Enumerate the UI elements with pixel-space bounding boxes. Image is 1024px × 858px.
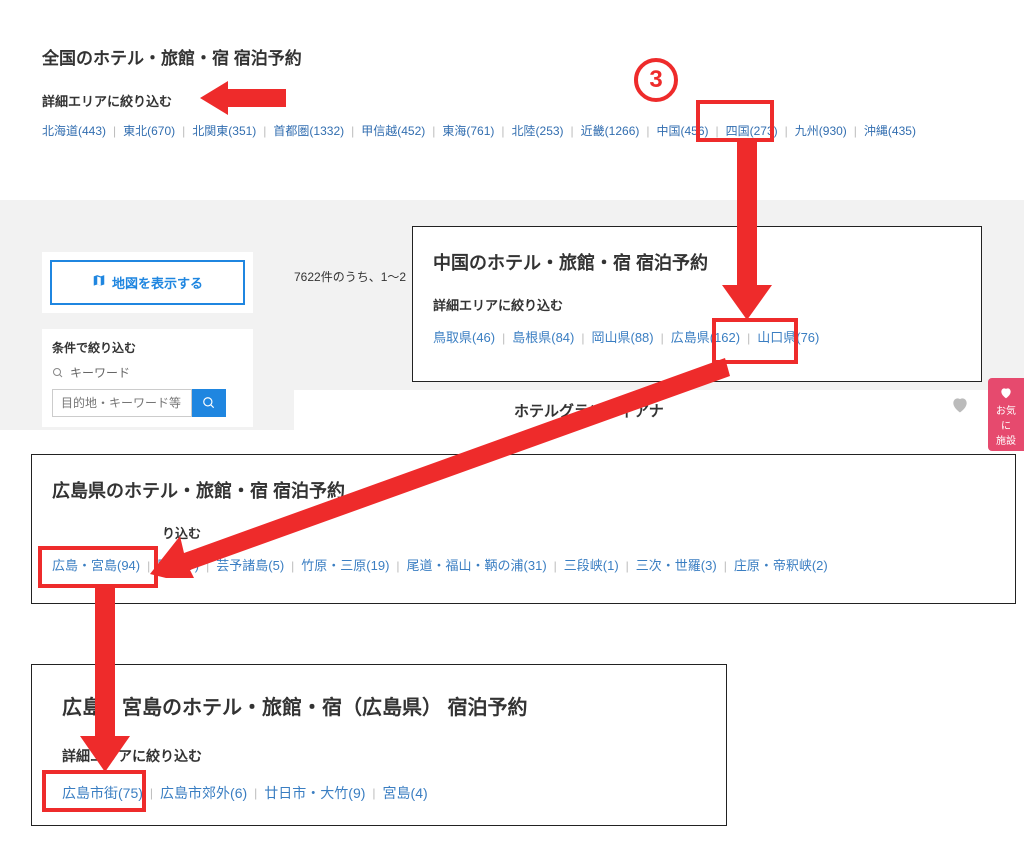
search-icon — [202, 396, 216, 410]
separator: | — [571, 120, 574, 143]
region-link[interactable]: 三次・世羅(3) — [636, 554, 717, 579]
hotel-name: ホテルグランヴィアナ — [514, 403, 664, 420]
favorite-tab-line1: お気に — [992, 402, 1020, 432]
chugoku-subtitle: 詳細エリアに絞り込む — [433, 295, 961, 314]
annotation-step-number: 3 — [649, 66, 662, 94]
separator: | — [502, 327, 505, 350]
hiroshima-link-row: 広島・宮島(94)|田島(7)|芸予諸島(5)|竹原・三原(19)|尾道・福山・… — [52, 554, 995, 579]
chugoku-link-row: 鳥取県(46)|島根県(84)|岡山県(88)|広島県(162)|山口県(76) — [433, 326, 961, 351]
separator: | — [263, 120, 266, 143]
region-link[interactable]: 東海(761) — [442, 120, 494, 143]
separator: | — [396, 555, 399, 578]
hiroshima-panel: 広島県のホテル・旅館・宿 宿泊予約 り込む 広島・宮島(94)|田島(7)|芸予… — [31, 454, 1016, 604]
separator: | — [372, 782, 375, 805]
region-link[interactable]: 芸予諸島(5) — [216, 554, 284, 579]
map-icon — [92, 274, 106, 291]
miyajima-link-row: 広島市街(75)|広島市郊外(6)|廿日市・大竹(9)|宮島(4) — [62, 780, 696, 807]
region-link[interactable]: 島根県(84) — [512, 326, 574, 351]
region-link[interactable]: 九州(930) — [795, 120, 847, 143]
separator: | — [661, 327, 664, 350]
separator: | — [113, 120, 116, 143]
region-link[interactable]: 宮島(4) — [383, 780, 428, 807]
filter-card: 条件で絞り込む キーワード — [42, 329, 253, 427]
miyajima-title: 広島・宮島のホテル・旅館・宿（広島県） 宿泊予約 — [62, 691, 696, 720]
results-count: 7622件のうち、1～2 — [294, 270, 406, 284]
chugoku-title: 中国のホテル・旅館・宿 宿泊予約 — [433, 249, 961, 275]
chugoku-panel: 中国のホテル・旅館・宿 宿泊予約 詳細エリアに絞り込む 鳥取県(46) | 島根県(… — [412, 226, 982, 382]
separator: | — [626, 555, 629, 578]
show-map-label: 地図を表示する — [112, 273, 203, 292]
region-link[interactable]: 庄原・帝釈峡(2) — [734, 554, 828, 579]
region-link[interactable]: 近畿(1266) — [581, 120, 640, 143]
heart-icon — [950, 395, 970, 415]
region-link[interactable]: 尾道・福山・鞆の浦(31) — [407, 554, 547, 579]
region-link[interactable]: 北陸(253) — [512, 120, 564, 143]
keyword-label: キーワード — [70, 364, 130, 381]
region-link[interactable]: 北関東(351) — [192, 120, 256, 143]
results-header: 7622件のうち、1～2 — [294, 268, 406, 286]
keyword-input-row — [52, 389, 243, 417]
separator: | — [150, 782, 153, 805]
hiroshima-subtitle-partial: り込む — [52, 523, 995, 542]
separator: | — [182, 120, 185, 143]
separator: | — [206, 555, 209, 578]
region-link[interactable]: 三段峡(1) — [564, 554, 619, 579]
region-link[interactable]: 北海道(443) — [42, 120, 106, 143]
region-link[interactable]: 甲信越(452) — [361, 120, 425, 143]
favorite-heart-button[interactable] — [950, 395, 970, 415]
region-link[interactable]: 広島市郊外(6) — [160, 780, 247, 807]
map-button-card: 地図を表示する — [42, 252, 253, 313]
hotel-card[interactable]: ホテルグランヴィアナ — [294, 390, 1014, 430]
annotation-highlight-hiroshima-miyajima — [38, 546, 158, 588]
hiroshima-title: 広島県のホテル・旅館・宿 宿泊予約 — [52, 477, 995, 503]
region-link[interactable]: 鳥取県(46) — [433, 326, 495, 351]
region-link[interactable]: 廿日市・大竹(9) — [264, 780, 365, 807]
national-region-section: 全国のホテル・旅館・宿 宿泊予約 詳細エリアに絞り込む 北海道(443) | 東北(… — [42, 44, 1002, 143]
region-link[interactable]: 竹原・三原(19) — [301, 554, 389, 579]
favorite-tab-line2: 施設 — [992, 432, 1020, 447]
region-link-row: 北海道(443) | 東北(670) | 北関東(351) | 首都圏(1332) | 甲信越(… — [42, 120, 982, 143]
annotation-step-circle: 3 — [634, 58, 678, 102]
keyword-row: キーワード — [52, 364, 243, 381]
region-link[interactable]: 東北(670) — [123, 120, 175, 143]
filter-subtitle: 詳細エリアに絞り込む — [42, 91, 1002, 110]
separator: | — [785, 120, 788, 143]
separator: | — [854, 120, 857, 143]
region-link[interactable]: 首都圏(1332) — [273, 120, 344, 143]
region-link[interactable]: 沖縄(435) — [864, 120, 916, 143]
annotation-highlight-hiroshima-pref — [712, 318, 798, 364]
keyword-input[interactable] — [52, 389, 192, 417]
page-title: 全国のホテル・旅館・宿 宿泊予約 — [42, 44, 1002, 69]
favorite-tab[interactable]: お気に 施設 — [988, 378, 1024, 451]
region-link[interactable]: 田島(7) — [157, 554, 199, 579]
separator: | — [432, 120, 435, 143]
region-link[interactable]: 岡山県(88) — [592, 326, 654, 351]
separator: | — [646, 120, 649, 143]
separator: | — [501, 120, 504, 143]
separator: | — [554, 555, 557, 578]
separator: | — [291, 555, 294, 578]
annotation-highlight-hiroshima-city — [42, 770, 146, 812]
keyword-search-button[interactable] — [192, 389, 226, 417]
separator: | — [724, 555, 727, 578]
separator: | — [351, 120, 354, 143]
filter-title: 条件で絞り込む — [52, 339, 243, 356]
annotation-highlight-chugoku — [696, 100, 774, 142]
separator: | — [581, 327, 584, 350]
sidebar: 地図を表示する 条件で絞り込む キーワード — [42, 252, 253, 427]
separator: | — [254, 782, 257, 805]
show-map-button[interactable]: 地図を表示する — [50, 260, 245, 305]
heart-icon — [999, 386, 1013, 400]
search-icon — [52, 367, 64, 379]
miyajima-subtitle: 詳細エリアに絞り込む — [62, 746, 696, 766]
